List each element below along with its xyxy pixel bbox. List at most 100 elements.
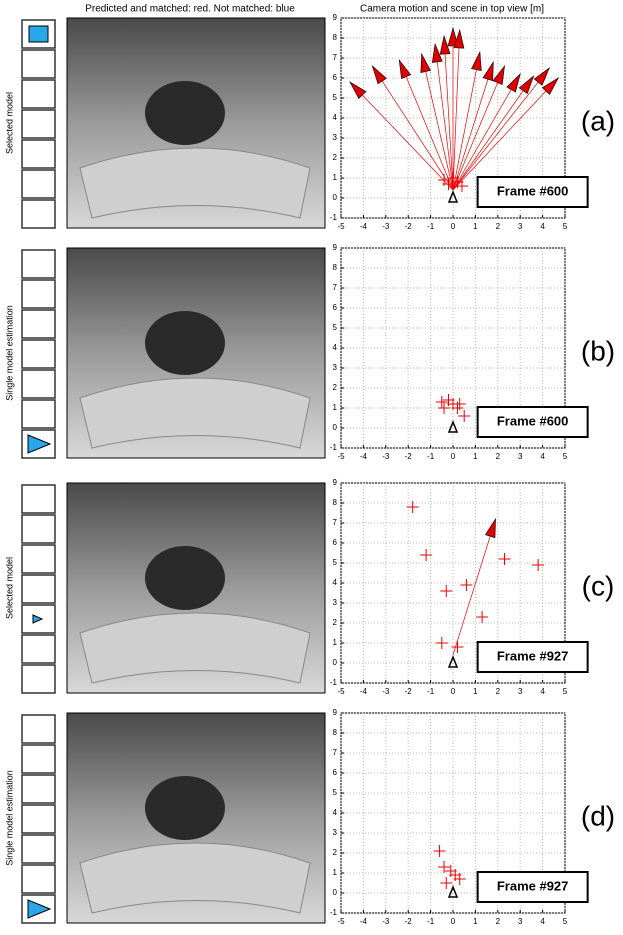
model-box bbox=[22, 310, 55, 338]
y-tick-label: 4 bbox=[333, 343, 338, 352]
side-label: Selected model bbox=[4, 92, 14, 154]
x-tick-label: -4 bbox=[360, 222, 368, 231]
y-tick-label: 0 bbox=[333, 193, 338, 202]
model-box bbox=[22, 200, 55, 228]
side-label: Single model estimation bbox=[4, 305, 14, 401]
x-tick-label: -3 bbox=[382, 687, 390, 696]
model-box bbox=[22, 715, 55, 743]
x-tick-label: -2 bbox=[405, 222, 413, 231]
x-tick-label: 1 bbox=[473, 222, 478, 231]
model-box bbox=[22, 170, 55, 198]
y-tick-label: 4 bbox=[333, 113, 338, 122]
x-tick-label: 5 bbox=[563, 222, 568, 231]
model-box bbox=[22, 400, 55, 428]
y-tick-label: 8 bbox=[333, 498, 338, 507]
x-tick-label: 5 bbox=[563, 917, 568, 926]
model-box bbox=[22, 515, 55, 543]
y-tick-label: 7 bbox=[333, 518, 338, 527]
x-tick-label: 0 bbox=[451, 917, 456, 926]
model-box bbox=[22, 250, 55, 278]
model-box bbox=[22, 340, 55, 368]
x-tick-label: -5 bbox=[337, 917, 345, 926]
x-tick-label: -4 bbox=[360, 917, 368, 926]
y-tick-label: 6 bbox=[333, 538, 338, 547]
x-tick-label: -5 bbox=[337, 687, 345, 696]
model-box bbox=[22, 485, 55, 513]
model-box bbox=[22, 50, 55, 78]
y-tick-label: -1 bbox=[330, 908, 338, 917]
y-tick-label: 8 bbox=[333, 728, 338, 737]
y-tick-label: -1 bbox=[330, 678, 338, 687]
x-tick-label: -5 bbox=[337, 452, 345, 461]
x-tick-label: 4 bbox=[540, 687, 545, 696]
model-box bbox=[22, 805, 55, 833]
y-tick-label: 9 bbox=[333, 708, 338, 717]
panel-label: (c) bbox=[582, 570, 615, 601]
panel-label: (a) bbox=[581, 105, 615, 136]
y-tick-label: 9 bbox=[333, 478, 338, 487]
model-box bbox=[22, 745, 55, 773]
x-tick-label: -1 bbox=[427, 917, 435, 926]
y-tick-label: 2 bbox=[333, 383, 338, 392]
model-box bbox=[22, 775, 55, 803]
y-tick-label: 1 bbox=[333, 173, 338, 182]
x-tick-label: 0 bbox=[451, 687, 456, 696]
y-tick-label: 9 bbox=[333, 243, 338, 252]
frame-label: Frame #927 bbox=[497, 878, 569, 893]
machine bbox=[145, 546, 225, 610]
x-tick-label: -3 bbox=[382, 222, 390, 231]
y-tick-label: 5 bbox=[333, 323, 338, 332]
x-tick-label: 5 bbox=[563, 452, 568, 461]
x-tick-label: -4 bbox=[360, 452, 368, 461]
x-tick-label: 1 bbox=[473, 452, 478, 461]
y-tick-label: 7 bbox=[333, 748, 338, 757]
y-tick-label: 3 bbox=[333, 363, 338, 372]
frame-label: Frame #600 bbox=[497, 413, 569, 428]
y-tick-label: 8 bbox=[333, 263, 338, 272]
right-title: Camera motion and scene in top view [m] bbox=[360, 4, 544, 15]
y-tick-label: 0 bbox=[333, 888, 338, 897]
left-title: Predicted and matched: red. Not matched:… bbox=[85, 4, 295, 15]
frame-label: Frame #927 bbox=[497, 648, 569, 663]
y-tick-label: 9 bbox=[333, 13, 338, 22]
figure: Predicted and matched: red. Not matched:… bbox=[0, 0, 623, 935]
model-box bbox=[22, 835, 55, 863]
x-tick-label: 4 bbox=[540, 917, 545, 926]
x-tick-label: 4 bbox=[540, 452, 545, 461]
x-tick-label: -5 bbox=[337, 222, 345, 231]
x-tick-label: 2 bbox=[496, 452, 501, 461]
y-tick-label: 1 bbox=[333, 638, 338, 647]
x-tick-label: 3 bbox=[518, 917, 523, 926]
y-tick-label: 0 bbox=[333, 423, 338, 432]
machine bbox=[145, 81, 225, 145]
x-tick-label: 3 bbox=[518, 687, 523, 696]
y-tick-label: 3 bbox=[333, 598, 338, 607]
y-tick-label: -1 bbox=[330, 213, 338, 222]
model-box bbox=[22, 370, 55, 398]
x-tick-label: -3 bbox=[382, 452, 390, 461]
x-tick-label: 3 bbox=[518, 452, 523, 461]
y-tick-label: 2 bbox=[333, 153, 338, 162]
x-tick-label: 0 bbox=[451, 452, 456, 461]
frame-label: Frame #600 bbox=[497, 183, 569, 198]
model-box bbox=[22, 575, 55, 603]
x-tick-label: 5 bbox=[563, 687, 568, 696]
y-tick-label: -1 bbox=[330, 443, 338, 452]
x-tick-label: -3 bbox=[382, 917, 390, 926]
y-tick-label: 1 bbox=[333, 403, 338, 412]
y-tick-label: 6 bbox=[333, 768, 338, 777]
y-tick-label: 3 bbox=[333, 133, 338, 142]
x-tick-label: 1 bbox=[473, 687, 478, 696]
model-box bbox=[22, 665, 55, 693]
y-tick-label: 5 bbox=[333, 558, 338, 567]
side-label: Single model estimation bbox=[4, 770, 14, 866]
x-tick-label: -2 bbox=[405, 687, 413, 696]
y-tick-label: 5 bbox=[333, 93, 338, 102]
panel-label: (b) bbox=[581, 335, 615, 366]
y-tick-label: 7 bbox=[333, 53, 338, 62]
x-tick-label: -1 bbox=[427, 222, 435, 231]
x-tick-label: 1 bbox=[473, 917, 478, 926]
model-box bbox=[22, 865, 55, 893]
y-tick-label: 6 bbox=[333, 73, 338, 82]
x-tick-label: -2 bbox=[405, 917, 413, 926]
